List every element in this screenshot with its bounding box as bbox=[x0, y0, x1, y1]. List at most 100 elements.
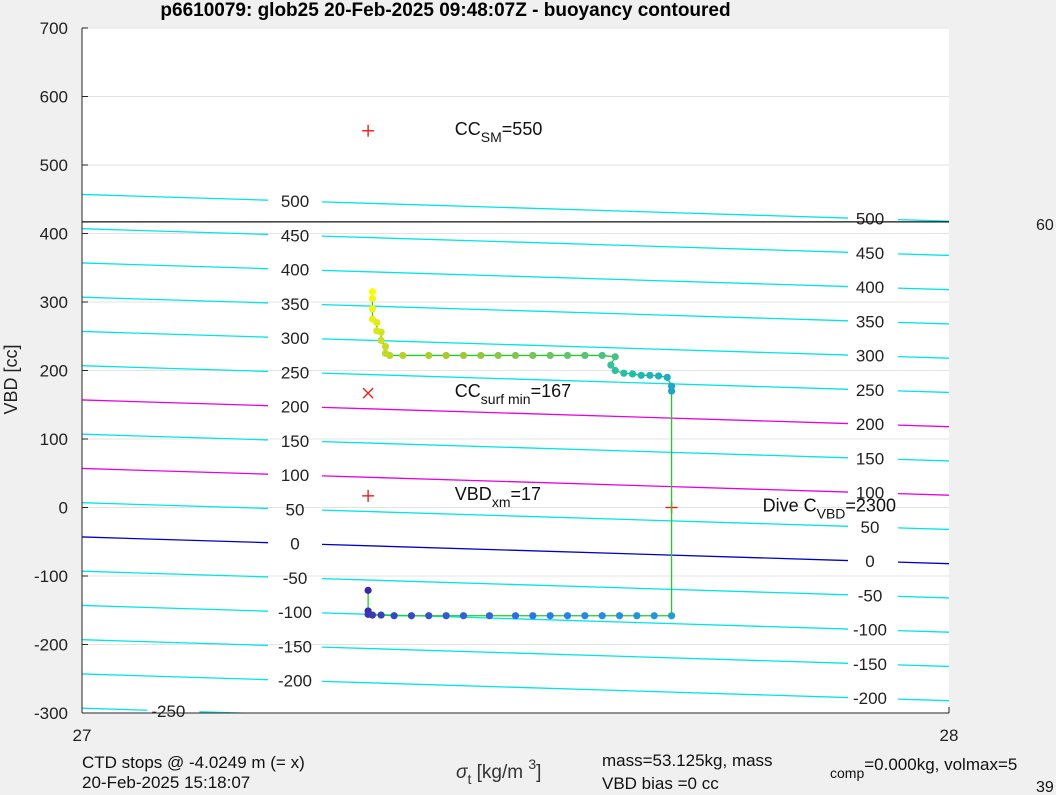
contour-line--100 bbox=[897, 629, 949, 633]
contour-line-400 bbox=[321, 269, 849, 288]
profile-point bbox=[615, 612, 624, 620]
y-tick-label: 100 bbox=[40, 430, 68, 449]
contour-label-left-300: 300 bbox=[281, 329, 309, 348]
profile-point bbox=[381, 342, 390, 351]
contour-line-400 bbox=[897, 287, 949, 291]
vbd-bias-note: VBD bias =0 cc bbox=[602, 774, 719, 793]
contour-label-right-500: 500 bbox=[856, 210, 884, 229]
x-tick-label: 28 bbox=[940, 726, 959, 745]
ctd-date-note: 20-Feb-2025 15:18:07 bbox=[82, 773, 250, 792]
profile-point bbox=[390, 612, 398, 620]
contour-line--250 bbox=[199, 711, 259, 713]
contour-label-right-400: 400 bbox=[856, 278, 884, 297]
y-tick-label: 700 bbox=[40, 19, 68, 38]
chart-title: p6610079: glob25 20-Feb-2025 09:48:07Z -… bbox=[160, 0, 730, 21]
contour-label-left-200: 200 bbox=[281, 398, 309, 417]
contour-line--50 bbox=[897, 595, 949, 599]
contour-line--50 bbox=[82, 570, 269, 578]
contour-label-left-0: 0 bbox=[290, 535, 299, 554]
profile-point bbox=[377, 336, 385, 344]
contour-labels: 5005004504504004003503503003002502502002… bbox=[151, 192, 887, 721]
contour-label-right-250: 250 bbox=[856, 381, 884, 400]
ctd-stops-note: CTD stops @ -4.0249 m (= x) bbox=[82, 753, 305, 772]
y-tick-label: 500 bbox=[40, 156, 68, 175]
contour-line-150 bbox=[82, 433, 269, 441]
profile-point bbox=[607, 361, 615, 369]
x-axis-label: σt [kg/m 3] bbox=[456, 756, 541, 787]
profile-point bbox=[529, 612, 537, 620]
cc-sm-marker-label-post: =550 bbox=[502, 119, 543, 139]
contour-line-200 bbox=[82, 399, 269, 407]
contour-label-left-400: 400 bbox=[281, 261, 309, 280]
y-tick-label: -200 bbox=[34, 636, 68, 655]
profile-point bbox=[667, 382, 676, 390]
vbd-xm-marker-label: VBDxm=17 bbox=[455, 484, 541, 510]
contour-label-left-250: 250 bbox=[281, 363, 309, 382]
profile-point bbox=[459, 351, 468, 360]
contour-line-450 bbox=[897, 253, 949, 257]
contour-line--200 bbox=[82, 673, 269, 681]
profile-point bbox=[368, 294, 377, 303]
mass-comp-note: comp=0.000kg, volmax=5 bbox=[830, 755, 1017, 781]
dive-c-vbd-marker-label: Dive CVBD=2300 bbox=[763, 496, 896, 522]
contour-line-50 bbox=[321, 509, 849, 527]
contour-label-right-450: 450 bbox=[856, 244, 884, 263]
profile-point bbox=[425, 612, 433, 620]
contour-label-right-0: 0 bbox=[865, 552, 874, 571]
profile-point bbox=[563, 351, 572, 360]
contour-line-250 bbox=[82, 365, 269, 373]
profile-point bbox=[442, 351, 450, 360]
cc-surf-min-marker-b bbox=[362, 387, 374, 399]
y-tick-label: 600 bbox=[40, 88, 68, 107]
profile-point bbox=[611, 353, 619, 361]
contour-line-400 bbox=[82, 262, 269, 270]
y-tick-label: 200 bbox=[40, 362, 68, 381]
mass-note: mass=53.125kg, mass bbox=[602, 751, 773, 770]
contour-line-500 bbox=[321, 201, 849, 219]
profile-point bbox=[611, 366, 619, 375]
contour-label-left--100: -100 bbox=[278, 603, 312, 622]
right-edge-readout: 60 bbox=[1036, 217, 1054, 234]
contour-line-100 bbox=[321, 475, 849, 493]
contour-line-450 bbox=[82, 228, 269, 236]
profile-point bbox=[425, 351, 433, 360]
profile-point bbox=[598, 612, 606, 620]
contour-line-150 bbox=[897, 458, 949, 462]
y-tick-label: -100 bbox=[34, 567, 68, 586]
contour-line-250 bbox=[321, 372, 849, 390]
contour-label-left-100: 100 bbox=[281, 466, 309, 485]
contour-line--250 bbox=[82, 707, 148, 711]
profile-point bbox=[511, 612, 520, 620]
profile-point bbox=[477, 351, 485, 360]
contour-line-50 bbox=[897, 527, 949, 531]
x-axis-label-unit: [kg/m bbox=[471, 762, 528, 783]
contour-line-250 bbox=[897, 390, 949, 394]
profile-point bbox=[650, 612, 658, 620]
contour-label-left-150: 150 bbox=[281, 432, 309, 451]
contour-line-300 bbox=[897, 355, 949, 359]
contour-line-50 bbox=[82, 502, 269, 510]
cc-sm-marker-label: CCSM=550 bbox=[455, 119, 543, 145]
profile-point bbox=[364, 586, 372, 594]
profile-point bbox=[368, 288, 377, 296]
vbd-xm-marker-label-main: VBD bbox=[455, 484, 492, 504]
contour-line--200 bbox=[321, 680, 849, 699]
profile-point bbox=[368, 611, 377, 619]
corner-number: 39 bbox=[1036, 779, 1054, 795]
contour-line--150 bbox=[82, 639, 269, 647]
cc-surf-min-marker-label-post: =167 bbox=[531, 381, 572, 401]
y-tick-label: -300 bbox=[34, 704, 68, 723]
x-axis-label-sigma: σ bbox=[456, 762, 469, 783]
profile-point bbox=[373, 327, 381, 335]
contour-label-right-200: 200 bbox=[856, 415, 884, 434]
profile-point bbox=[563, 612, 572, 620]
x-axis-label-sup: 3 bbox=[528, 756, 536, 772]
contour-label-right--50: -50 bbox=[858, 586, 883, 605]
mass-comp-sub: comp bbox=[830, 765, 864, 781]
contour-label-left-50: 50 bbox=[286, 500, 305, 519]
contour-line-200 bbox=[897, 424, 949, 428]
profile-point bbox=[620, 369, 628, 377]
contour-label-left--50: -50 bbox=[283, 569, 308, 588]
